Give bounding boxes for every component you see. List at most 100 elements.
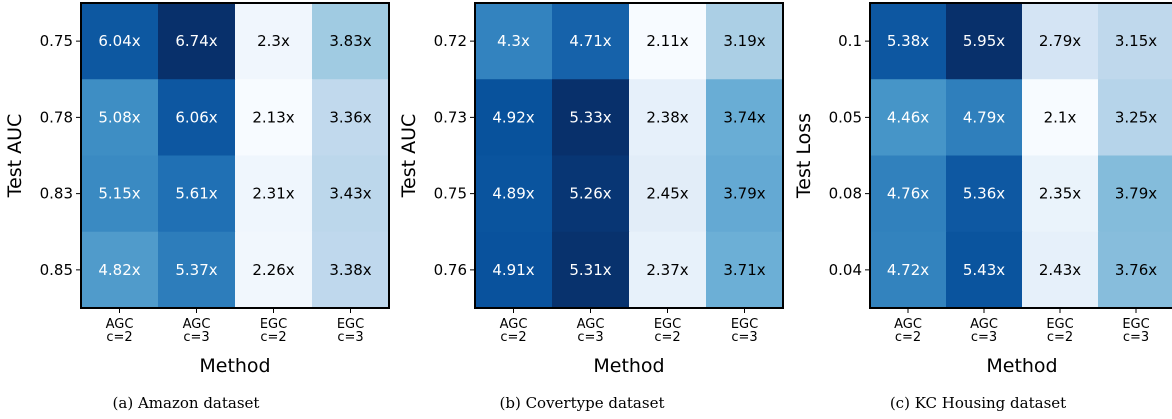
heatmap-cell [706,155,784,233]
heatmap-cell [1022,3,1099,80]
heatmap-cell [552,79,630,156]
x-tick-label: EGC c=2 [260,317,287,345]
cell-value-label: 5.26x [569,185,611,203]
y-axis-label: Test AUC [398,114,420,199]
x-tick-label: AGC c=2 [894,317,922,345]
cell-value-label: 5.15x [98,185,140,203]
cell-value-label: 5.08x [98,108,140,126]
heatmap-cell [870,155,947,233]
cell-value-label: 2.11x [646,32,688,50]
cell-value-label: 4.71x [569,32,611,50]
cell-value-label: 3.43x [329,185,371,203]
plot-frame [869,2,1172,309]
heatmap-cell [235,231,313,309]
heatmap-cell [1022,79,1099,156]
plot-frame [474,2,784,309]
cell-value-label: 5.43x [963,261,1005,279]
cell-value-label: 5.37x [175,261,217,279]
y-tick-label: 0.75 [40,32,73,50]
heatmap-cell [235,79,313,156]
heatmap-cell [552,155,630,233]
cell-value-label: 2.3x [257,32,290,50]
x-tick-label: AGC c=3 [183,317,211,345]
y-tick-label: 0.1 [838,32,862,50]
heatmap-cell [1098,155,1172,233]
cell-value-label: 2.35x [1039,185,1081,203]
cell-value-label: 3.36x [329,108,371,126]
cell-value-label: 2.43x [1039,261,1081,279]
x-tick-label: AGC c=2 [500,317,528,345]
plot-frame [80,2,390,309]
heatmap-cell [946,231,1023,309]
cell-value-label: 3.79x [723,185,765,203]
heatmap-cell [158,79,236,156]
cell-value-label: 4.72x [887,261,929,279]
x-tick-label: AGC c=3 [970,317,998,345]
heatmap-cell [235,155,313,233]
cell-value-label: 3.25x [1115,108,1157,126]
heatmap-cell [870,231,947,309]
cell-value-label: 3.74x [723,108,765,126]
x-axis-label: Method [986,355,1057,377]
heatmap-cell [706,79,784,156]
heatmap-cell [552,231,630,309]
cell-value-label: 5.38x [887,32,929,50]
heatmap-cell [312,231,390,309]
heatmap-cell [81,231,159,309]
heatmap-cell [870,3,947,80]
heatmap-cell [475,79,553,156]
heatmap-cell [629,155,707,233]
heatmap-panel-3: 5.38x 5.95x 2.79x 3.15x 4.46x 4.79x 2.1x 3.25x 4… [793,2,1172,412]
heatmap-panel-1: 6.04x 6.74x 2.3x 3.83x 5.08x 6.06x 2.13x 3.36x 5… [4,2,390,412]
cell-value-label: 5.36x [963,185,1005,203]
y-tick-label: 0.08 [829,185,862,203]
panel-caption: (a) Amazon dataset [113,394,260,412]
cell-value-label: 6.04x [98,32,140,50]
cell-value-label: 5.33x [569,108,611,126]
y-axis-label: Test Loss [793,113,815,199]
heatmap-cell [81,3,159,80]
y-tick-label: 0.73 [434,108,467,126]
cell-value-label: 4.91x [492,261,534,279]
cell-value-label: 2.79x [1039,32,1081,50]
x-tick-label: AGC c=2 [106,317,134,345]
cell-value-label: 2.45x [646,185,688,203]
cell-value-label: 5.61x [175,185,217,203]
heatmap-cell [946,3,1023,80]
cell-value-label: 3.83x [329,32,371,50]
cell-value-label: 2.31x [252,185,294,203]
y-tick-label: 0.04 [829,261,862,279]
heatmap-cell [475,155,553,233]
x-tick-label: EGC c=2 [654,317,681,345]
cell-value-label: 2.1x [1044,108,1077,126]
cell-value-label: 3.19x [723,32,765,50]
cell-value-label: 3.38x [329,261,371,279]
x-tick-label: EGC c=3 [1122,317,1149,345]
heatmap-cell [81,79,159,156]
cell-value-label: 6.06x [175,108,217,126]
cell-value-label: 4.79x [963,108,1005,126]
cell-value-label: 4.3x [497,32,530,50]
cell-value-label: 5.95x [963,32,1005,50]
heatmap-cell [158,231,236,309]
x-tick-label: EGC c=3 [337,317,364,345]
heatmap-cell [312,3,390,80]
heatmap-cell [946,79,1023,156]
cell-value-label: 2.37x [646,261,688,279]
heatmap-cell [475,3,553,80]
heatmap-cell [1098,3,1172,80]
y-tick-label: 0.05 [829,108,862,126]
heatmap-cell [158,3,236,80]
cell-value-label: 3.76x [1115,261,1157,279]
cell-value-label: 2.13x [252,108,294,126]
y-tick-label: 0.75 [434,185,467,203]
y-axis-label: Test AUC [4,114,26,199]
cell-value-label: 2.38x [646,108,688,126]
cell-value-label: 2.26x [252,261,294,279]
cell-value-label: 4.92x [492,108,534,126]
heatmap-cell [629,79,707,156]
heatmap-cell [1022,231,1099,309]
heatmap-cell [1098,231,1172,309]
cell-value-label: 4.46x [887,108,929,126]
